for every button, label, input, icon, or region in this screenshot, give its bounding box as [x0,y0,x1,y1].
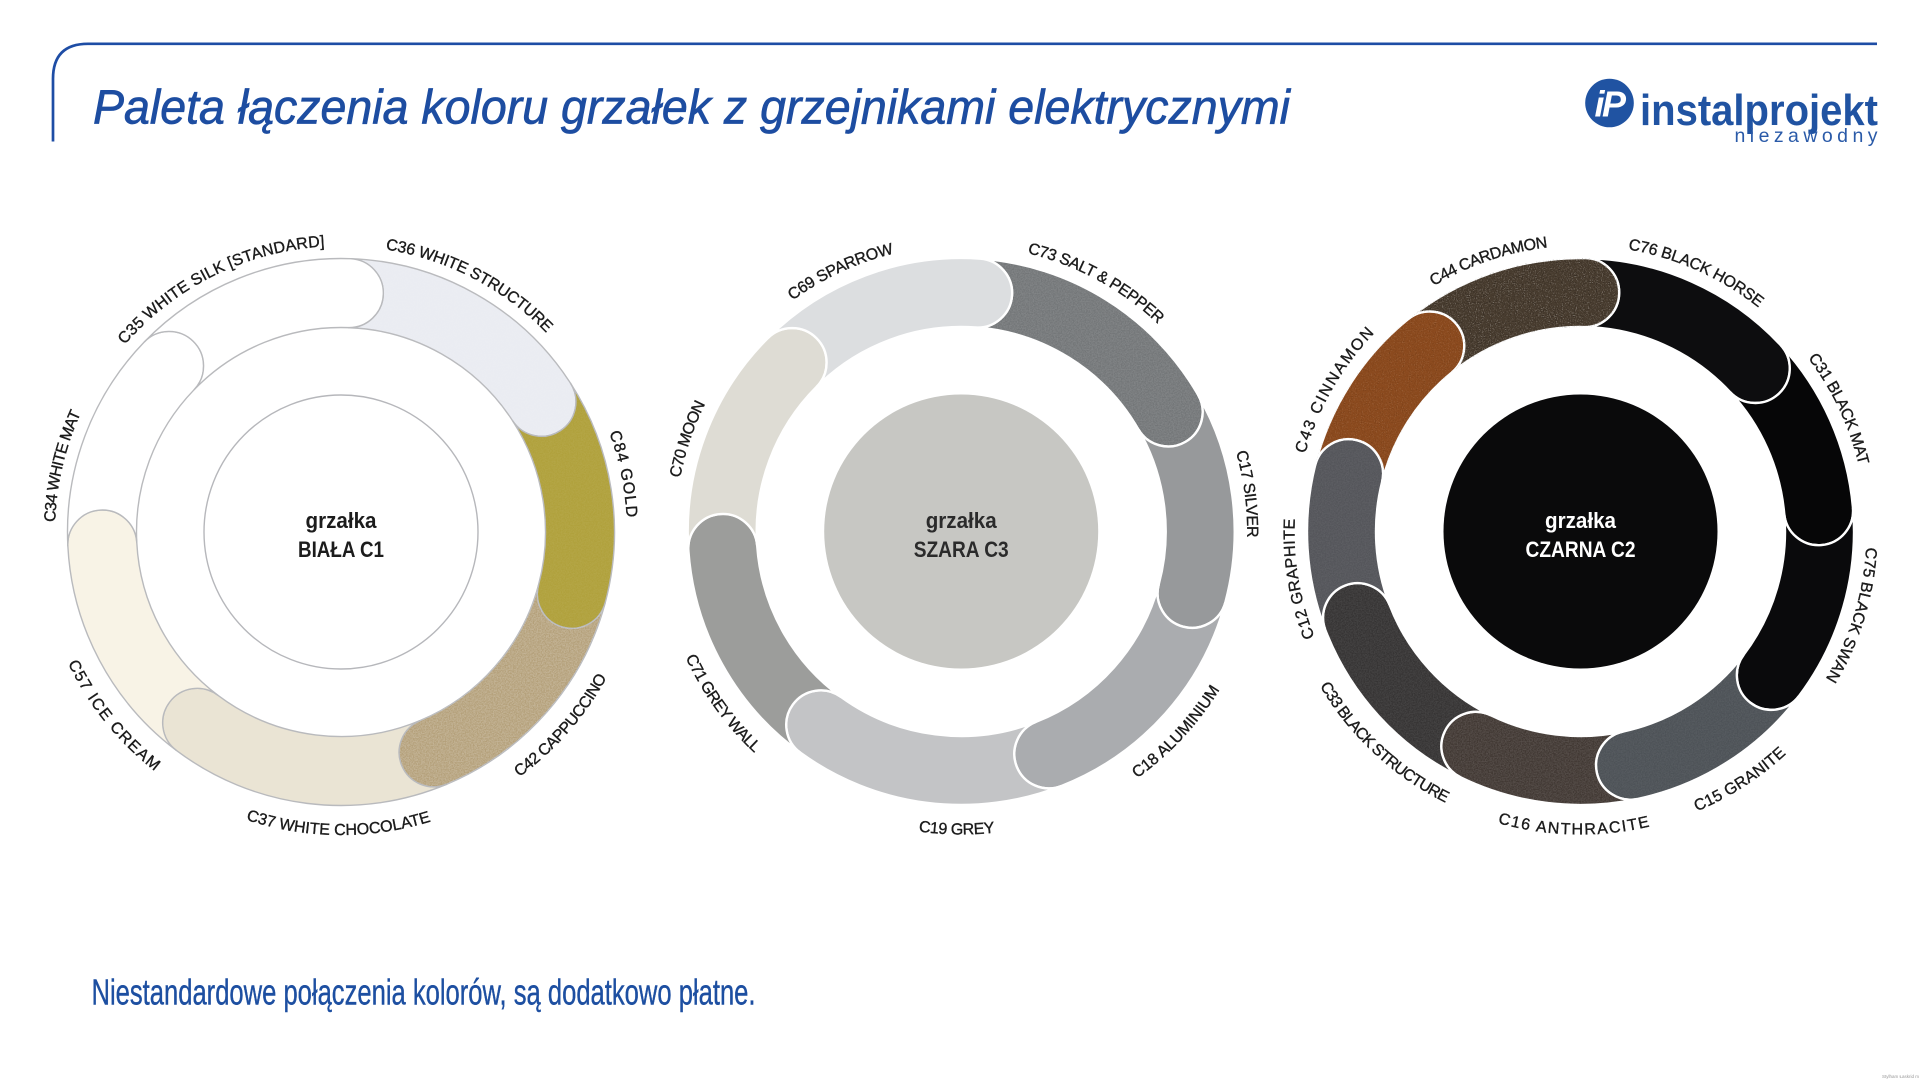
svg-text:instalprojekt: instalprojekt [1640,86,1878,135]
svg-text:Paleta łączenia koloru grzałek: Paleta łączenia koloru grzałek z grzejni… [93,81,1291,135]
svg-text:Niestandardowe połączenia kolo: Niestandardowe połączenia kolorów, są do… [92,972,756,1013]
svg-text:CZARNA C2: CZARNA C2 [1526,537,1636,562]
svg-text:SZARA C3: SZARA C3 [914,537,1009,562]
svg-text:grzałka: grzałka [1545,508,1616,533]
svg-text:grzałka: grzałka [926,508,997,533]
svg-text:C19 GREY: C19 GREY [918,819,996,839]
svg-text:Stylham Łaskrid m: Stylham Łaskrid m [1882,1074,1919,1079]
svg-text:iP: iP [1595,84,1628,125]
svg-text:grzałka: grzałka [306,508,377,533]
svg-text:BIAŁA C1: BIAŁA C1 [298,537,384,562]
